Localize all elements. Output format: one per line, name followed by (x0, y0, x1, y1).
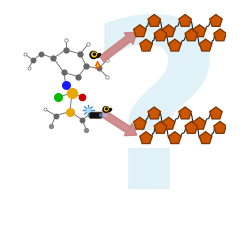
FancyBboxPatch shape (89, 112, 102, 118)
Polygon shape (169, 39, 181, 51)
Circle shape (105, 107, 108, 111)
Polygon shape (193, 25, 206, 37)
Polygon shape (169, 132, 181, 144)
Ellipse shape (94, 55, 99, 58)
Polygon shape (162, 25, 175, 37)
Circle shape (93, 53, 95, 55)
Polygon shape (148, 14, 161, 26)
Circle shape (90, 51, 97, 59)
Polygon shape (199, 132, 212, 144)
Polygon shape (210, 14, 222, 26)
Circle shape (92, 52, 96, 57)
Polygon shape (185, 29, 197, 41)
Text: ?: ? (88, 10, 225, 238)
Polygon shape (96, 62, 99, 67)
Polygon shape (140, 39, 152, 51)
Polygon shape (210, 107, 222, 119)
Polygon shape (134, 25, 146, 37)
FancyArrow shape (100, 32, 137, 62)
Ellipse shape (106, 110, 111, 111)
Polygon shape (179, 107, 191, 119)
Polygon shape (154, 29, 167, 41)
Circle shape (86, 109, 90, 112)
Circle shape (106, 108, 107, 110)
Polygon shape (95, 60, 101, 69)
Circle shape (103, 107, 109, 112)
Polygon shape (214, 121, 226, 133)
Polygon shape (154, 121, 167, 133)
Polygon shape (134, 117, 146, 129)
Polygon shape (214, 29, 226, 41)
Circle shape (99, 114, 102, 117)
Polygon shape (140, 132, 152, 144)
Polygon shape (199, 39, 212, 51)
Polygon shape (179, 14, 191, 26)
Polygon shape (162, 117, 175, 129)
Polygon shape (148, 107, 161, 119)
Polygon shape (185, 121, 197, 133)
Polygon shape (193, 117, 206, 129)
FancyArrow shape (100, 110, 137, 136)
